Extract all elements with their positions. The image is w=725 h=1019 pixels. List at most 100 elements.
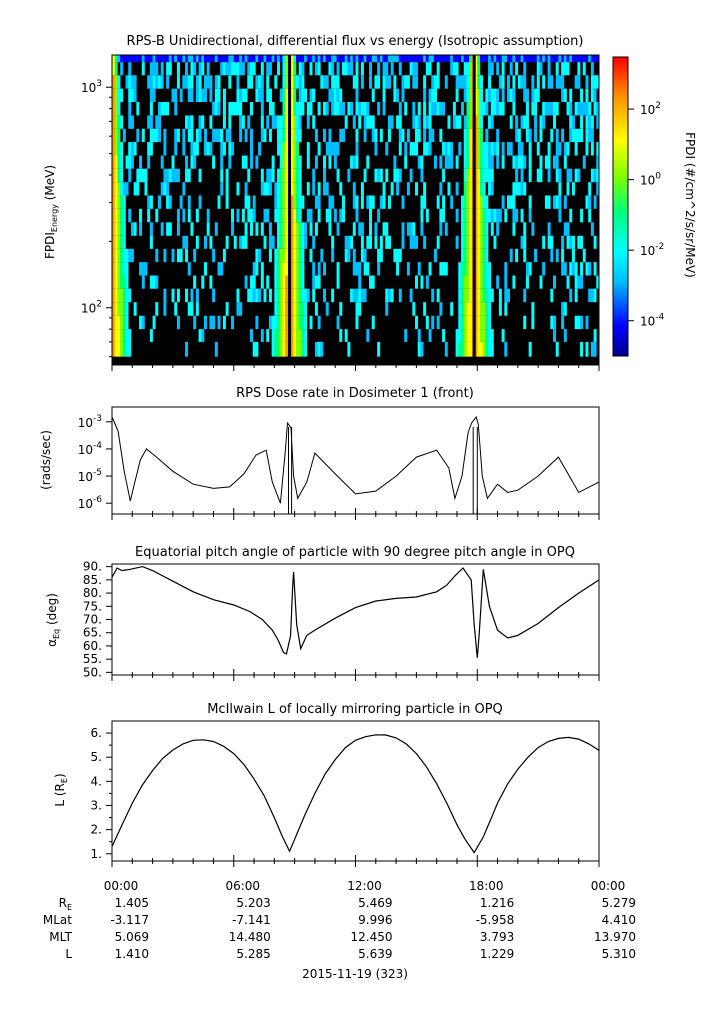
spectrogram-cell [114, 75, 118, 89]
spectrogram-cell [477, 341, 481, 357]
spectrogram-cell [179, 195, 183, 209]
spectrogram-cell [301, 262, 305, 276]
spectrogram-cell [393, 248, 397, 263]
dose-rate-y-tick-label-exponent: -4 [93, 441, 102, 451]
spectrogram-cell [282, 75, 286, 89]
spectrogram-cell [114, 142, 118, 156]
spectrogram-cell [141, 55, 145, 63]
spectrogram-cell [301, 329, 305, 342]
spectrogram-cell [117, 262, 121, 276]
mcilwain-l-panel: McIlwain L of locally mirroring particle… [53, 702, 600, 867]
spectrogram-cell [314, 128, 318, 143]
spectrogram-cell [528, 55, 532, 63]
spectrogram-cell [298, 288, 302, 303]
spectrogram-cell [279, 302, 283, 316]
spectrogram-cell [469, 341, 473, 357]
spectrogram-cell [120, 168, 124, 183]
spectrogram-cell [295, 128, 299, 143]
spectrogram-cell [520, 208, 524, 223]
spectrogram-cell [452, 115, 456, 129]
spectrogram-cell [493, 208, 497, 223]
spectrogram-cell [268, 315, 272, 330]
spectrogram-cell [396, 55, 400, 63]
spectrogram-cell [187, 115, 191, 129]
spectrogram-cell [163, 248, 167, 263]
spectrogram-cell [323, 262, 327, 276]
spectrogram-cell [176, 288, 180, 303]
mcilwain-l-y-tick-label: 6. [91, 726, 102, 740]
spectrogram-cell [282, 275, 286, 289]
spectrogram-cell [371, 115, 375, 129]
spectrogram-cell [574, 128, 578, 143]
spectrogram-cell [298, 275, 302, 289]
spectrogram-cell [477, 208, 481, 223]
spectrogram-cell [285, 155, 289, 169]
spectrogram-cell [279, 142, 283, 156]
spectrogram-cell [198, 329, 202, 342]
spectrogram-cell [496, 55, 500, 63]
spectrogram-cell [244, 182, 248, 196]
spectrogram-cell [198, 55, 202, 63]
spectrogram-cell [268, 55, 272, 63]
ephemeris-value: 3.793 [480, 930, 514, 944]
spectrogram-cell [377, 75, 381, 89]
spectrogram-cell [122, 128, 126, 143]
spectrogram-cell [331, 235, 335, 249]
dose-rate-y-tick-label-base: 10 [78, 416, 93, 430]
spectrogram-cell [293, 115, 297, 129]
spectrogram-cell [574, 75, 578, 89]
spectrogram-cell [428, 142, 432, 156]
spectrogram-cell [366, 102, 370, 116]
spectrogram-cell [190, 115, 194, 129]
dose-rate-y-tick-label: 10-6 [78, 495, 103, 511]
spectrogram-cell [304, 55, 308, 63]
spectrogram-cell [128, 102, 132, 116]
spectrogram-cell [301, 302, 305, 316]
ephemeris-value: 5.285 [236, 947, 270, 961]
spectrogram-cell [122, 275, 126, 289]
spectrogram-cell [295, 168, 299, 183]
spectrogram-cell [436, 75, 440, 89]
spectrogram-cell [366, 155, 370, 169]
pitch-angle-y-label-sub: Eq [52, 629, 61, 639]
spectrogram-cell [236, 62, 240, 76]
spectrogram-cell [247, 168, 251, 183]
spectrogram-cell [244, 88, 248, 102]
spectrogram-cell [501, 75, 505, 89]
spectrogram-cell [479, 262, 483, 276]
spectrogram-cell [569, 168, 573, 183]
spectrogram-cell [285, 329, 289, 342]
spectrogram-cell [236, 102, 240, 116]
spectrogram-cell [509, 55, 513, 63]
spectrogram-cell [122, 235, 126, 249]
spectrogram-cell [360, 102, 364, 116]
spectrogram-cell [331, 88, 335, 102]
spectrogram-cell [553, 55, 557, 63]
spectrogram-cell [501, 62, 505, 76]
spectrogram-cell [336, 102, 340, 116]
spectrogram-cell [396, 168, 400, 183]
spectrogram-cell [444, 55, 448, 63]
spectrogram-cell [279, 155, 283, 169]
spectrogram-cell [271, 102, 275, 116]
spectrogram-cell [455, 55, 459, 63]
spectrogram-cell [314, 195, 318, 209]
spectrogram-cell [209, 275, 213, 289]
spectrogram-cell [496, 275, 500, 289]
spectrogram-cell [120, 142, 124, 156]
spectrogram-cell [157, 102, 161, 116]
spectrogram-cell [479, 55, 483, 63]
spectrogram-cell [185, 248, 189, 263]
spectrogram-cell [479, 341, 483, 357]
spectrogram-cell [360, 248, 364, 263]
spectrogram-cell [458, 288, 462, 303]
spectrogram-cell [558, 208, 562, 223]
spectrogram-cell [490, 142, 494, 156]
spectrogram-cell [295, 115, 299, 129]
spectrogram-cell [282, 62, 286, 76]
spectrogram-cell [515, 55, 519, 63]
spectrogram-cell [385, 302, 389, 316]
spectrogram-cell [517, 155, 521, 169]
spectrogram-cell [523, 248, 527, 263]
colorbar-tick-label: 10-4 [640, 313, 665, 329]
